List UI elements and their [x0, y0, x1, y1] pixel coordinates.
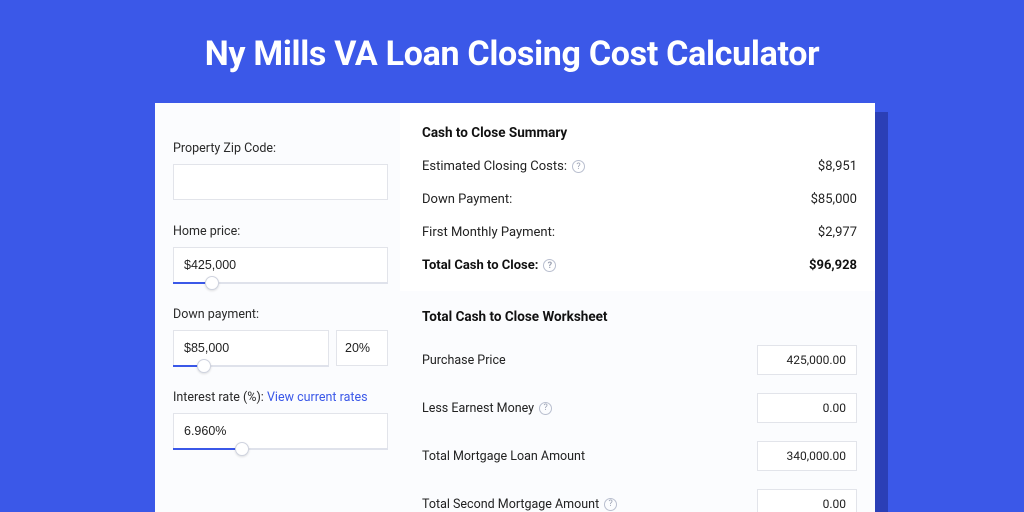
summary-row-first-payment: First Monthly Payment: $2,977 — [422, 225, 857, 240]
summary-label: Estimated Closing Costs: ? — [422, 159, 585, 174]
summary-label-text: Down Payment: — [422, 192, 512, 207]
page-title: Ny Mills VA Loan Closing Cost Calculator — [0, 0, 1024, 74]
interest-rate-field: Interest rate (%): View current rates — [173, 390, 388, 449]
interest-rate-label: Interest rate (%): View current rates — [173, 390, 388, 405]
zip-field: Property Zip Code: — [173, 141, 388, 200]
worksheet-label-text: Purchase Price — [422, 353, 506, 368]
summary-value: $96,928 — [809, 258, 857, 273]
worksheet-value: 0.00 — [823, 401, 846, 415]
zip-label: Property Zip Code: — [173, 141, 388, 156]
down-payment-field: Down payment: — [173, 307, 388, 366]
summary-value: $2,977 — [818, 225, 857, 240]
help-icon[interactable]: ? — [539, 402, 552, 415]
summary-value: $8,951 — [818, 159, 857, 174]
page-background: Ny Mills VA Loan Closing Cost Calculator… — [0, 0, 1024, 512]
worksheet-label-text: Total Second Mortgage Amount — [422, 497, 599, 512]
interest-rate-input[interactable] — [173, 413, 388, 449]
worksheet-label-text: Total Mortgage Loan Amount — [422, 449, 585, 464]
worksheet-label: Total Second Mortgage Amount ? — [422, 497, 617, 512]
down-payment-label: Down payment: — [173, 307, 388, 322]
help-icon[interactable]: ? — [604, 498, 617, 511]
worksheet-row-mortgage-amount: Total Mortgage Loan Amount 340,000.00 — [422, 441, 857, 471]
worksheet-value-box[interactable]: 425,000.00 — [757, 345, 857, 375]
worksheet-value: 340,000.00 — [787, 449, 846, 463]
worksheet-title: Total Cash to Close Worksheet — [422, 309, 857, 325]
worksheet-row-second-mortgage: Total Second Mortgage Amount ? 0.00 — [422, 489, 857, 512]
summary-label: Total Cash to Close: ? — [422, 258, 556, 273]
help-icon[interactable]: ? — [572, 160, 585, 173]
interest-rate-label-text: Interest rate (%): — [173, 390, 264, 405]
summary-title: Cash to Close Summary — [422, 125, 857, 141]
inputs-column: Property Zip Code: Home price: Down paym… — [155, 103, 400, 512]
worksheet-row-purchase-price: Purchase Price 425,000.00 — [422, 345, 857, 375]
worksheet-label: Less Earnest Money ? — [422, 401, 552, 416]
down-payment-pct-input[interactable] — [336, 330, 388, 366]
worksheet-row-earnest-money: Less Earnest Money ? 0.00 — [422, 393, 857, 423]
summary-row-closing-costs: Estimated Closing Costs: ? $8,951 — [422, 159, 857, 174]
worksheet-value-box[interactable]: 0.00 — [757, 393, 857, 423]
worksheet-label: Purchase Price — [422, 353, 506, 368]
interest-rate-slider-fill — [173, 448, 242, 450]
home-price-field: Home price: — [173, 224, 388, 283]
summary-label-text: Total Cash to Close: — [422, 258, 538, 273]
summary-value: $85,000 — [811, 192, 857, 207]
worksheet-section: Total Cash to Close Worksheet Purchase P… — [400, 291, 875, 512]
worksheet-label: Total Mortgage Loan Amount — [422, 449, 585, 464]
worksheet-value-box[interactable]: 0.00 — [757, 489, 857, 512]
home-price-input[interactable] — [173, 247, 388, 283]
summary-label-text: First Monthly Payment: — [422, 225, 555, 240]
summary-label: First Monthly Payment: — [422, 225, 555, 240]
results-column: Cash to Close Summary Estimated Closing … — [400, 103, 875, 512]
down-payment-row — [173, 330, 388, 366]
summary-label-text: Estimated Closing Costs: — [422, 159, 567, 174]
zip-input[interactable] — [173, 164, 388, 200]
worksheet-value: 425,000.00 — [787, 353, 846, 367]
summary-row-down-payment: Down Payment: $85,000 — [422, 192, 857, 207]
worksheet-value: 0.00 — [823, 497, 846, 511]
home-price-slider-thumb[interactable] — [205, 276, 219, 290]
calculator-panel: Property Zip Code: Home price: Down paym… — [155, 103, 875, 512]
down-payment-slider-thumb[interactable] — [197, 359, 211, 373]
help-icon[interactable]: ? — [543, 259, 556, 272]
down-payment-input[interactable] — [173, 330, 329, 366]
worksheet-value-box[interactable]: 340,000.00 — [757, 441, 857, 471]
interest-rate-slider-thumb[interactable] — [235, 442, 249, 456]
home-price-label: Home price: — [173, 224, 388, 239]
summary-row-total: Total Cash to Close: ? $96,928 — [422, 258, 857, 273]
summary-label: Down Payment: — [422, 192, 512, 207]
worksheet-label-text: Less Earnest Money — [422, 401, 534, 416]
view-rates-link[interactable]: View current rates — [267, 390, 368, 405]
